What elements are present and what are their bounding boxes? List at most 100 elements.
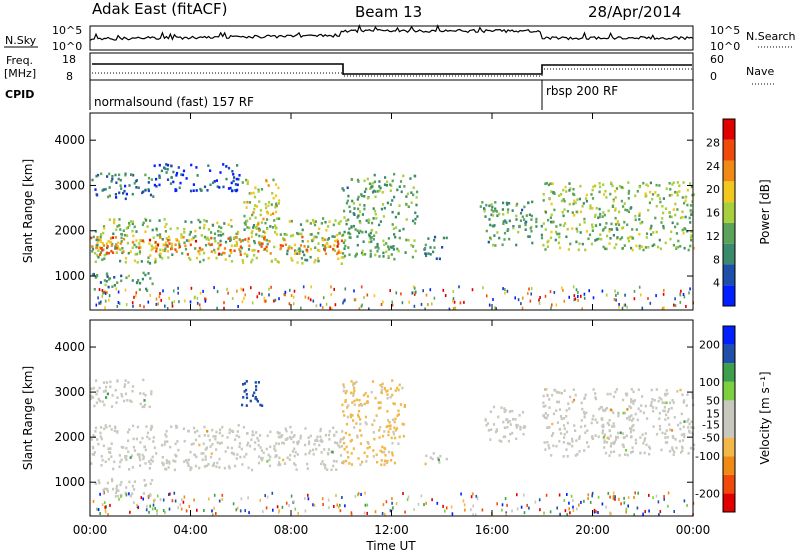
- heatmap-cell: [542, 394, 545, 398]
- heatmap-cell: [631, 248, 634, 252]
- heatmap-cell: [331, 235, 334, 238]
- heatmap-cell: [617, 412, 620, 415]
- heatmap-cell: [610, 181, 613, 185]
- heatmap-cell: [506, 426, 509, 429]
- heatmap-cell: [383, 450, 386, 454]
- heatmap-cell: [405, 218, 408, 221]
- heatmap-cell: [354, 298, 357, 302]
- heatmap-cell: [545, 416, 548, 420]
- heatmap-cell: [164, 510, 166, 514]
- heatmap-cell: [424, 307, 426, 311]
- heatmap-cell: [313, 235, 316, 238]
- heatmap-cell: [401, 422, 404, 426]
- heatmap-cell: [368, 240, 371, 244]
- heatmap-cell: [301, 235, 304, 239]
- heatmap-cell: [631, 419, 634, 422]
- heatmap-cell: [155, 227, 158, 231]
- heatmap-cell: [378, 189, 381, 192]
- heatmap-cell: [192, 236, 195, 240]
- heatmap-cell: [369, 187, 372, 190]
- heatmap-cell: [530, 229, 533, 233]
- heatmap-cell: [504, 219, 507, 222]
- heatmap-cell: [219, 239, 222, 243]
- heatmap-cell: [482, 286, 484, 290]
- colorbar-tick-label: 4: [713, 277, 720, 290]
- heatmap-cell: [245, 393, 248, 396]
- heatmap-cell: [277, 435, 280, 439]
- heatmap-cell: [412, 285, 415, 289]
- heatmap-cell: [256, 436, 259, 440]
- heatmap-cell: [592, 388, 595, 391]
- heatmap-cell: [413, 286, 416, 290]
- heatmap-cell: [548, 446, 551, 450]
- heatmap-cell: [151, 507, 154, 511]
- heatmap-cell: [392, 245, 395, 248]
- heatmap-cell: [167, 239, 170, 242]
- heatmap-cell: [383, 243, 386, 247]
- heatmap-cell: [600, 417, 603, 420]
- heatmap-cell: [602, 408, 605, 412]
- heatmap-cell: [394, 417, 397, 421]
- heatmap-cell: [502, 420, 505, 424]
- heatmap-cell: [123, 399, 126, 403]
- heatmap-cell: [555, 230, 558, 234]
- heatmap-cell: [224, 258, 227, 261]
- heatmap-cell: [103, 403, 106, 407]
- heatmap-cell: [385, 250, 388, 254]
- heatmap-cell: [642, 411, 645, 415]
- heatmap-cell: [135, 291, 138, 295]
- heatmap-cell: [381, 450, 384, 454]
- heatmap-cell: [90, 394, 93, 398]
- heatmap-cell: [189, 243, 192, 247]
- heatmap-cell: [631, 425, 634, 428]
- heatmap-cell: [651, 406, 655, 409]
- heatmap-cell: [391, 210, 394, 214]
- heatmap-cell: [199, 249, 202, 252]
- heatmap-cell: [586, 441, 589, 444]
- heatmap-cell: [689, 182, 692, 185]
- heatmap-cell: [585, 199, 588, 203]
- heatmap-cell: [200, 452, 203, 455]
- heatmap-cell: [617, 414, 620, 418]
- heatmap-cell: [169, 492, 171, 496]
- heatmap-cell: [320, 451, 323, 454]
- heatmap-cell: [652, 496, 654, 500]
- heatmap-cell: [266, 495, 269, 499]
- heatmap-cell: [283, 238, 286, 242]
- heatmap-cell: [193, 453, 196, 457]
- heatmap-cell: [243, 214, 246, 218]
- heatmap-cell: [135, 179, 138, 182]
- heatmap-cell: [207, 238, 210, 242]
- heatmap-cell: [162, 498, 165, 502]
- heatmap-cell: [612, 199, 615, 203]
- heatmap-cell: [330, 468, 333, 472]
- heatmap-cell: [252, 226, 255, 229]
- heatmap-cell: [357, 409, 361, 413]
- heatmap-cell: [412, 186, 415, 189]
- heatmap-cell: [394, 235, 397, 239]
- heatmap-cell: [630, 435, 633, 439]
- heatmap-cell: [568, 189, 571, 192]
- colorbar-segment: [723, 381, 735, 401]
- heatmap-cell: [601, 289, 604, 293]
- heatmap-cell: [327, 498, 330, 502]
- heatmap-cell: [343, 414, 346, 417]
- heatmap-cell: [507, 208, 510, 211]
- heatmap-cell: [91, 245, 94, 249]
- heatmap-cell: [207, 463, 210, 466]
- heatmap-cell: [650, 233, 653, 236]
- heatmap-cell: [147, 494, 150, 498]
- heatmap-cell: [517, 230, 520, 234]
- heatmap-cell: [170, 245, 173, 248]
- heatmap-cell: [661, 307, 664, 311]
- heatmap-cell: [170, 247, 174, 250]
- heatmap-cell: [615, 293, 617, 297]
- heatmap-cell: [624, 208, 627, 212]
- x-tick-label: 04:00: [173, 523, 208, 537]
- heatmap-cell: [263, 247, 267, 251]
- heatmap-cell: [538, 301, 541, 305]
- heatmap-cell: [636, 506, 639, 510]
- heatmap-cell: [613, 440, 616, 444]
- heatmap-cell: [96, 254, 99, 257]
- heatmap-cell: [671, 399, 674, 402]
